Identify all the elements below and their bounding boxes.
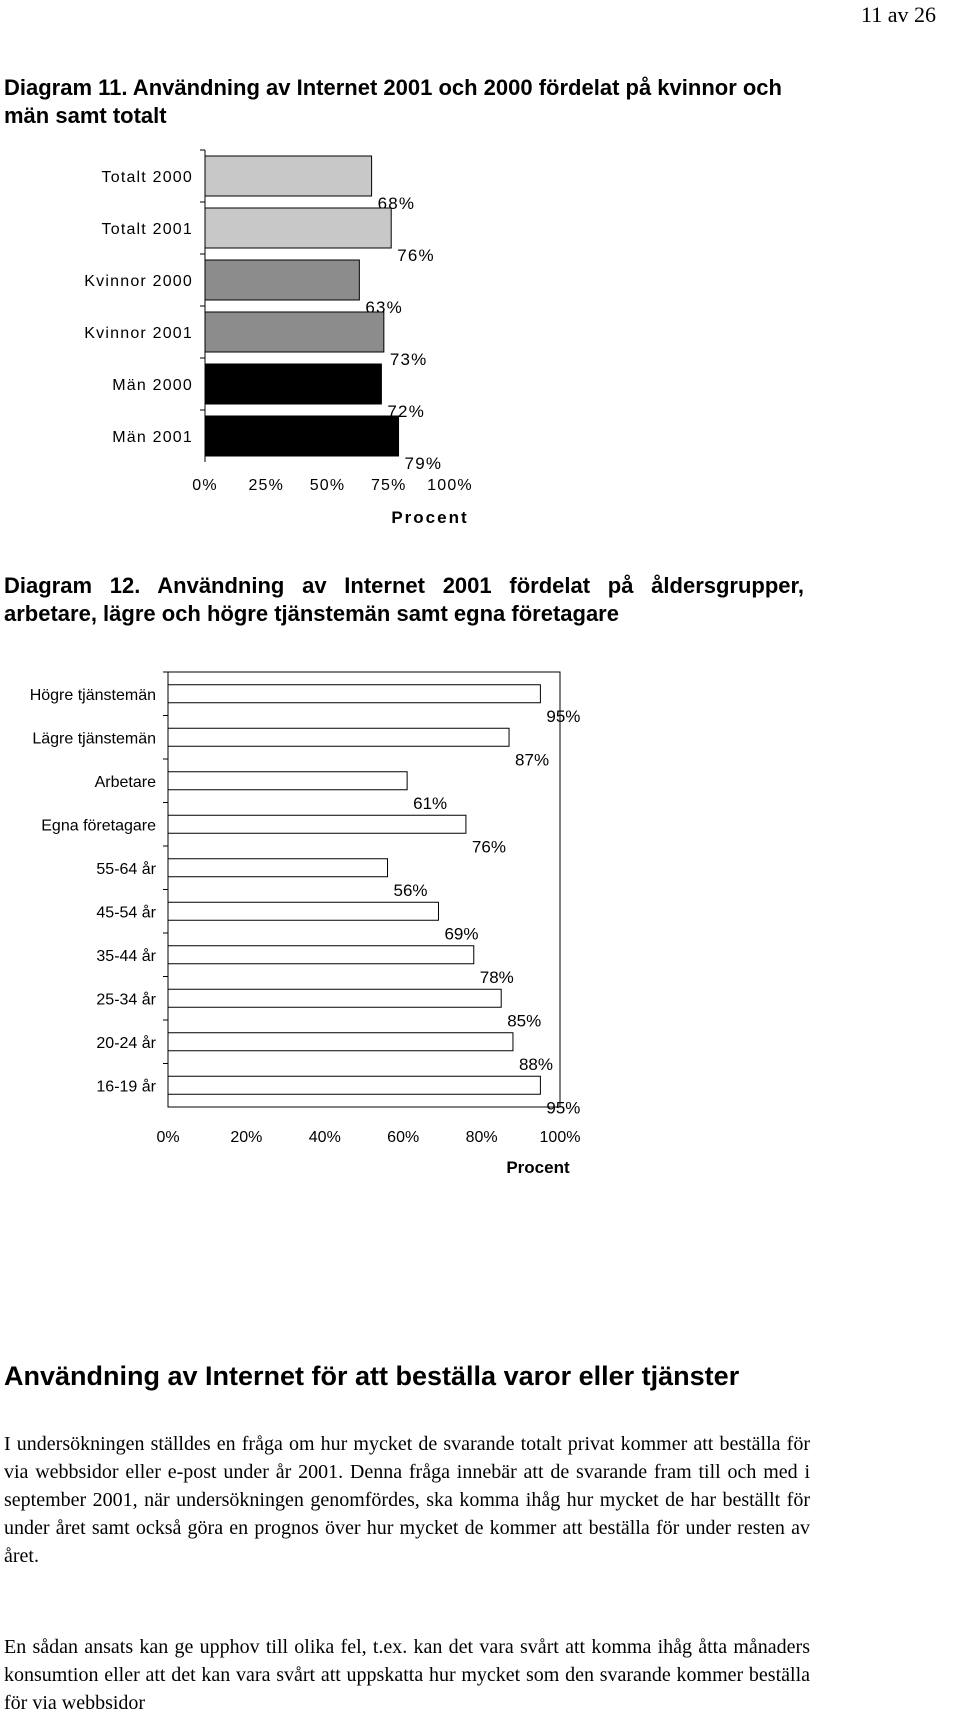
x-tick-label: 50% (310, 477, 346, 494)
bar (167, 901, 439, 921)
bar-value-label: 73% (390, 350, 428, 369)
category-label: Män 2001 (112, 429, 193, 446)
bar (167, 858, 389, 878)
bar (167, 814, 467, 834)
category-label: Egna företagare (41, 817, 156, 834)
bar (204, 207, 392, 249)
category-label: Kvinnor 2000 (84, 273, 193, 290)
bar-value-label: 56% (394, 881, 428, 900)
bar-value-label: 76% (397, 246, 435, 265)
category-label: Högre tjänstemän (30, 687, 156, 704)
bar (167, 1075, 541, 1095)
bar (204, 155, 373, 197)
bar-value-label: 76% (472, 837, 506, 856)
bar (167, 771, 408, 791)
bar (167, 1032, 514, 1052)
bar (167, 684, 541, 704)
category-label: 20-24 år (96, 1034, 156, 1052)
bar (204, 415, 400, 457)
bar (167, 988, 502, 1008)
x-tick-label: 100% (540, 1129, 581, 1146)
x-axis-title: Procent (506, 1158, 570, 1177)
category-label: 45-54 år (96, 903, 156, 921)
x-tick-label: 0% (156, 1129, 179, 1146)
bar (167, 945, 475, 965)
bar-value-label: 88% (519, 1055, 553, 1074)
bar (204, 259, 360, 301)
x-tick-label: 25% (248, 477, 284, 494)
bar-value-label: 85% (507, 1011, 541, 1030)
x-tick-label: 60% (387, 1129, 419, 1146)
category-label: 16-19 år (96, 1077, 156, 1095)
bar-value-label: 78% (480, 968, 514, 987)
category-label: 35-44 år (96, 947, 156, 965)
diagram-11-title: Diagram 11. Användning av Internet 2001 … (4, 75, 782, 128)
bar-value-label: 79% (405, 454, 443, 473)
page-number: 11 av 26 (861, 2, 936, 27)
x-tick-label: 80% (466, 1129, 498, 1146)
bar-value-label: 95% (546, 1098, 580, 1117)
x-axis-title: Procent (391, 508, 468, 527)
category-label: Kvinnor 2001 (84, 325, 193, 342)
x-tick-label: 20% (230, 1129, 262, 1146)
diagram-12-title: Diagram 12. Användning av Internet 2001 … (4, 573, 804, 626)
section-title: Användning av Internet för att beställa … (4, 1361, 740, 1391)
chart-internet-use-groups: Högre tjänstemän 95% Lägre tjänstemän 87% Ar… (30, 671, 581, 1177)
paragraph-2: En sådan ansats kan ge upphov till olika… (4, 1636, 810, 1714)
bar-value-label: 61% (413, 794, 447, 813)
bar-value-label: 87% (515, 750, 549, 769)
category-label: Lägre tjänstemän (32, 730, 156, 747)
category-label: Män 2000 (112, 377, 193, 394)
bar-value-label: 95% (546, 707, 580, 726)
category-label: Arbetare (95, 774, 156, 791)
category-label: 55-64 år (96, 860, 156, 878)
category-label: Totalt 2001 (102, 221, 193, 238)
x-tick-label: 75% (371, 477, 407, 494)
category-label: Totalt 2000 (102, 169, 193, 186)
x-tick-label: 0% (192, 477, 218, 494)
x-tick-label: 100% (427, 477, 473, 494)
category-label: 25-34 år (96, 990, 156, 1008)
bar (204, 311, 385, 353)
bar (167, 727, 510, 747)
x-tick-label: 40% (309, 1129, 341, 1146)
paragraph-1: I undersökningen ställdes en fråga om hu… (4, 1433, 810, 1567)
bar-value-label: 69% (444, 924, 478, 943)
bar (204, 363, 382, 405)
